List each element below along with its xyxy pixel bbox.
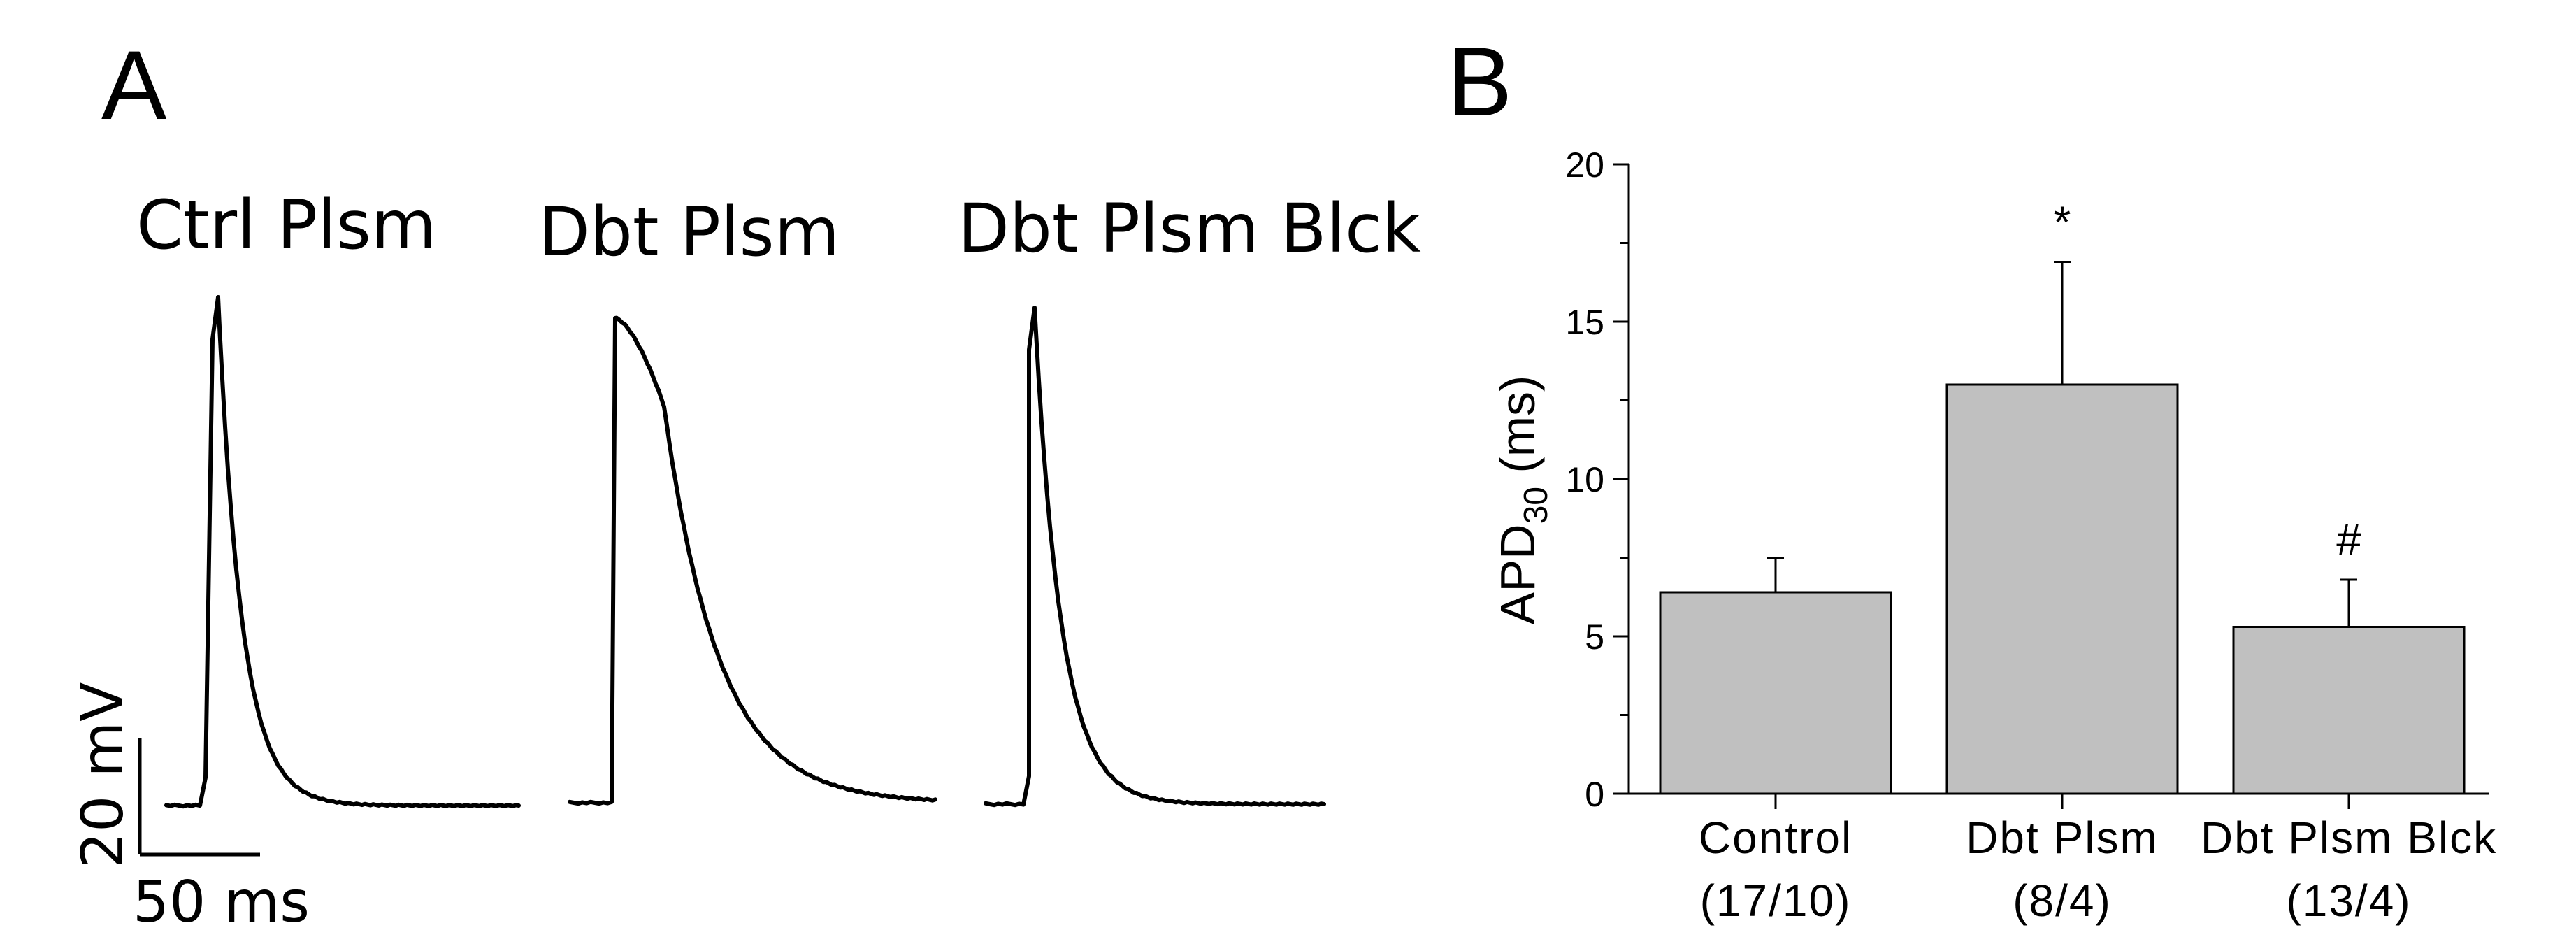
action-potential-trace-dbt <box>568 315 937 806</box>
y-tick-label: 20 <box>1565 145 1604 185</box>
scale-bar: 20 mV 50 ms <box>70 682 310 936</box>
x-category-n-label: (8/4) <box>2013 875 2112 926</box>
x-category-n-label: (13/4) <box>2286 875 2411 926</box>
panel-b-letter: B <box>1447 27 1512 136</box>
x-category-label: Dbt Plsm Blck <box>2201 813 2497 863</box>
y-tick-label: 15 <box>1565 303 1604 342</box>
significance-marker: # <box>2336 515 2361 565</box>
x-category-label: Dbt Plsm <box>1966 813 2159 863</box>
y-tick-label: 5 <box>1585 617 1604 657</box>
y-tick-label: 10 <box>1565 460 1604 499</box>
x-category-label: Control <box>1699 813 1852 863</box>
trace-label-dbt: Dbt Plsm <box>538 193 840 271</box>
bar-control <box>1659 591 1892 795</box>
y-axis-title: APD30 (ms) <box>1490 376 1555 625</box>
scale-bar-voltage-label: 20 mV <box>70 682 136 868</box>
x-category-n-label: (17/10) <box>1700 875 1852 926</box>
trace-label-dbt-blck: Dbt Plsm Blck <box>958 189 1421 268</box>
y-tick-label: 0 <box>1585 775 1604 814</box>
bar-dbt-plsm <box>1945 383 2179 795</box>
significance-marker: * <box>2054 197 2071 248</box>
action-potential-trace-dbt-blck <box>984 306 1326 808</box>
bar-chart: 0 5 10 15 20 Control (17/10) Dbt Plsm (8/4) * Dbt … <box>1565 145 2497 926</box>
scale-bar-time-label: 50 ms <box>133 869 310 936</box>
trace-label-ctrl: Ctrl Plsm <box>136 186 436 264</box>
panel-a-letter: A <box>101 30 167 140</box>
panel-b: B APD30 (ms) 0 5 10 15 20 Control (17/10) Dbt P… <box>1447 27 2497 926</box>
action-potential-trace-ctrl <box>164 295 521 809</box>
bar-dbt-plsm-blck <box>2232 626 2466 795</box>
panel-a: A Ctrl Plsm Dbt Plsm Dbt Plsm Blck 20 mV… <box>70 30 1421 936</box>
